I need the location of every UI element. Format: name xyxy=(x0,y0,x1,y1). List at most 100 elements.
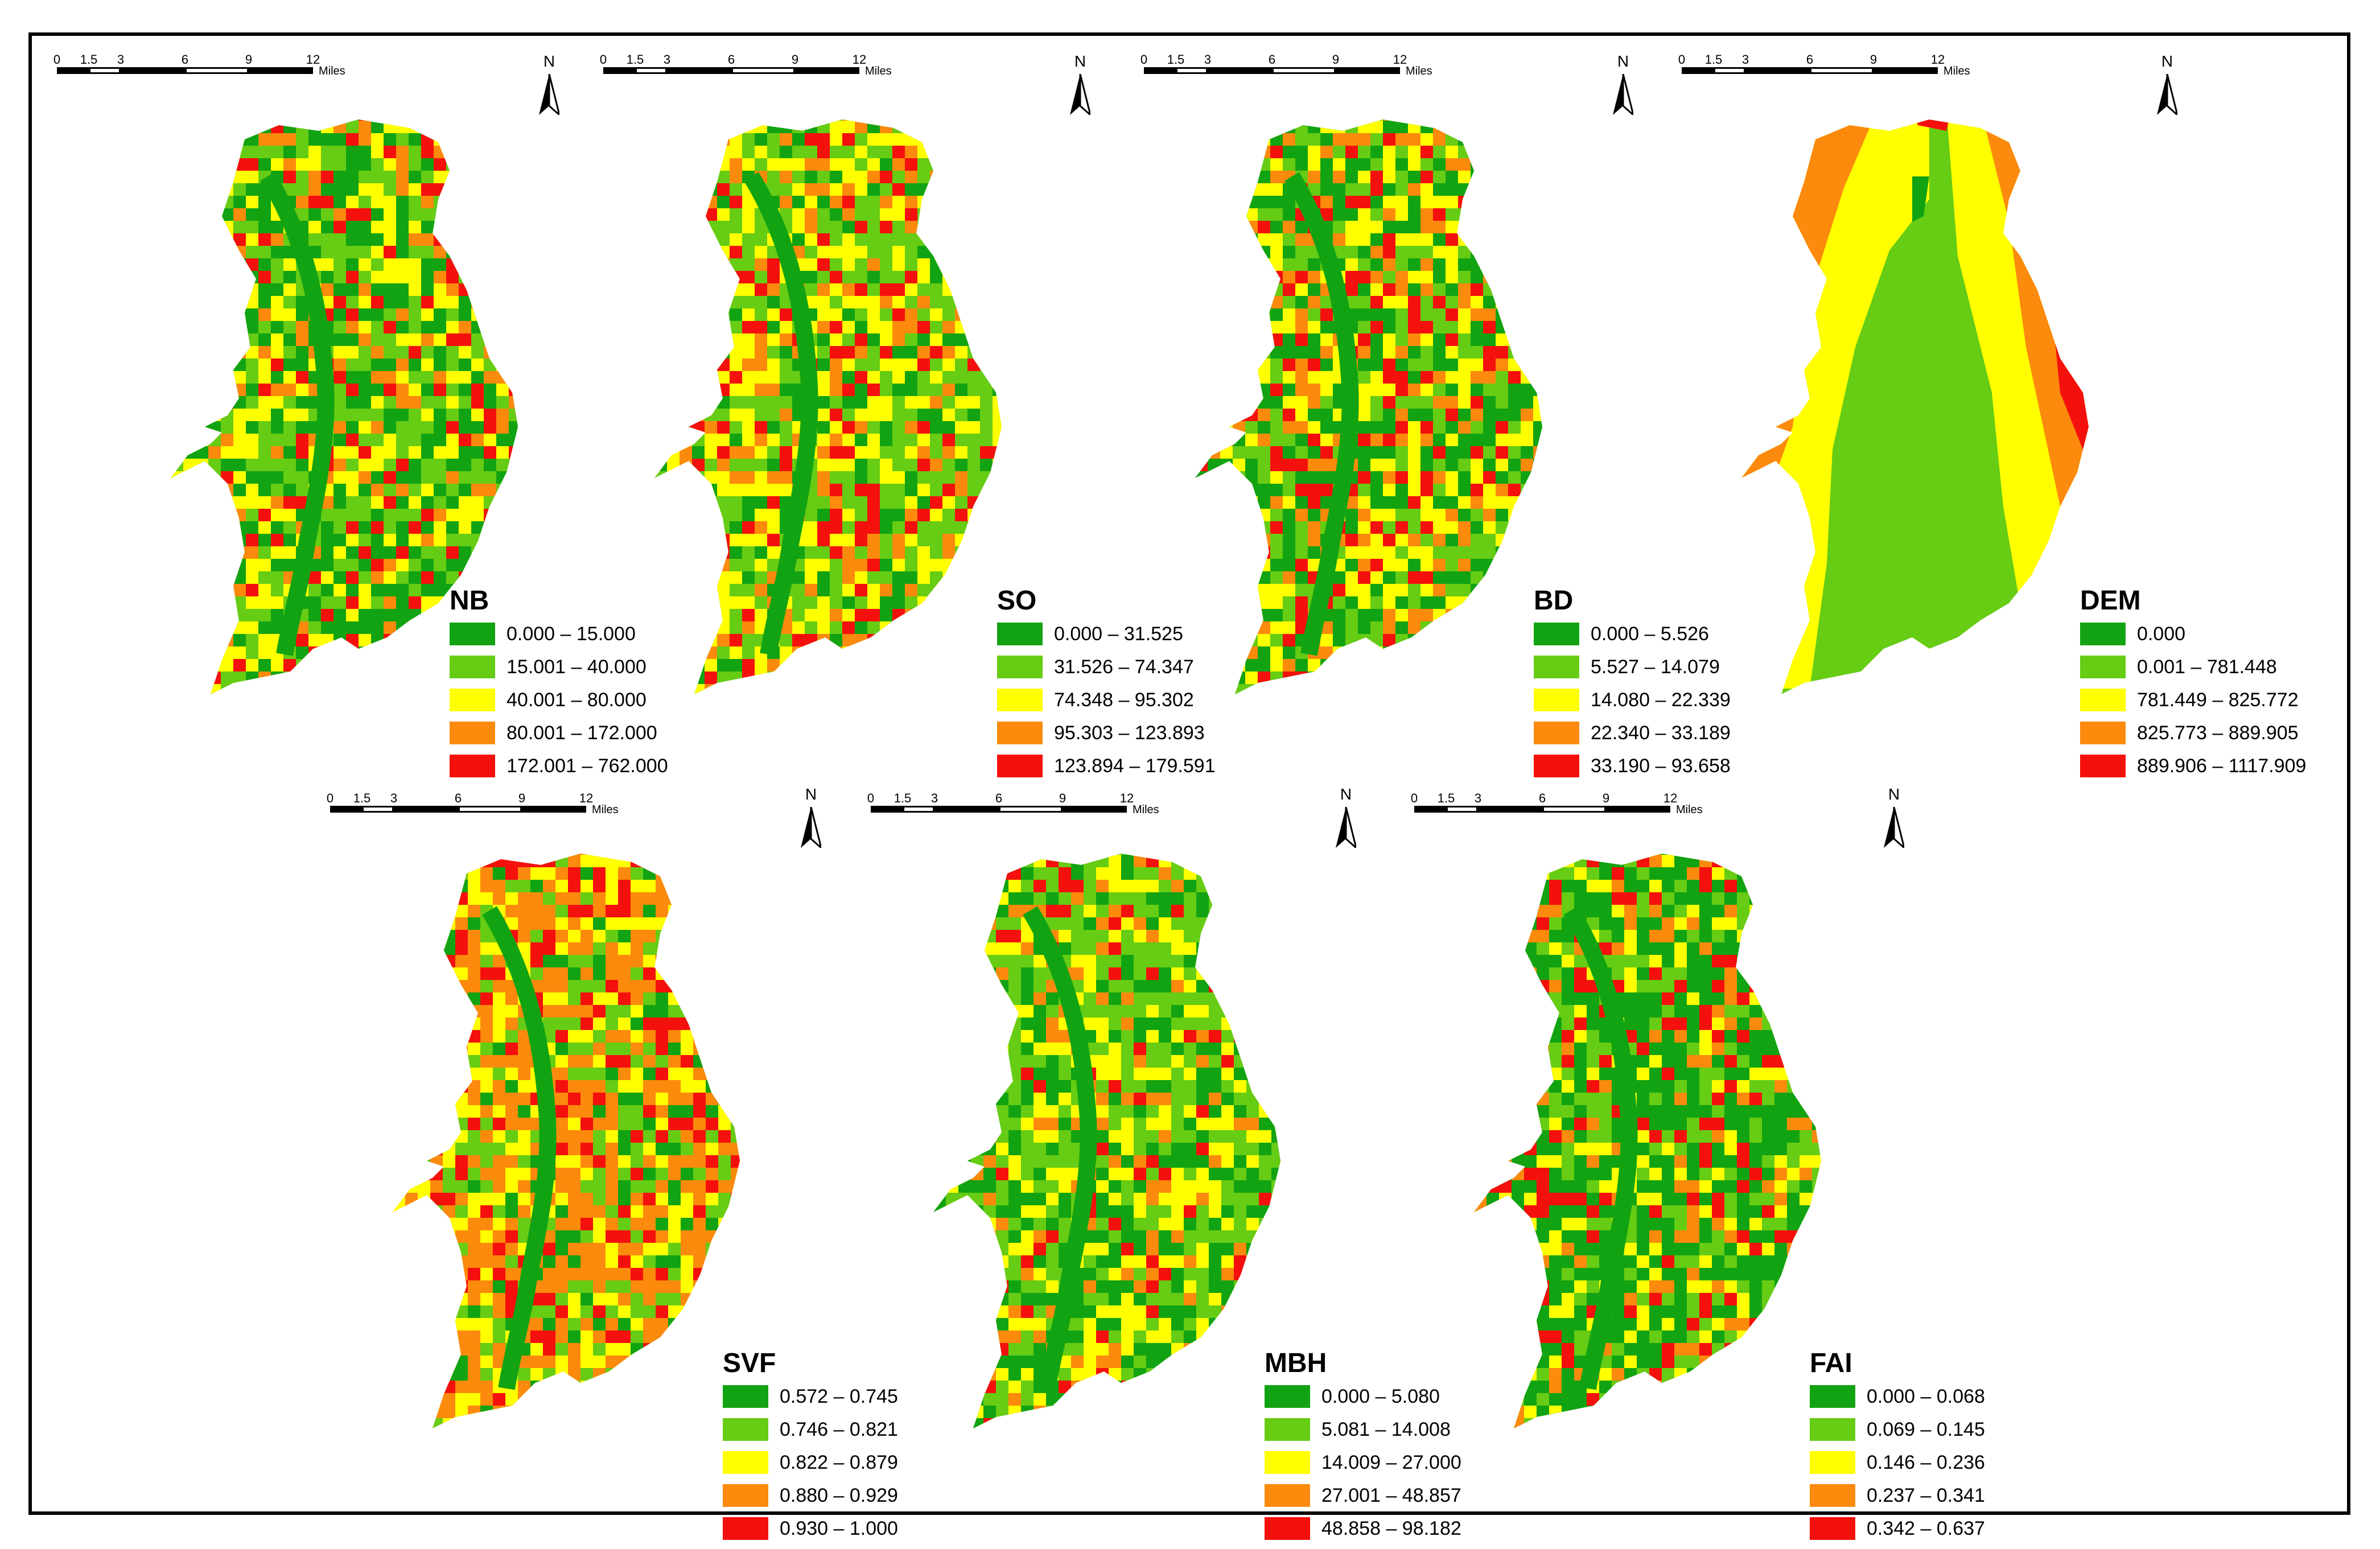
map-cell xyxy=(509,133,518,158)
map-cell xyxy=(258,258,271,271)
map-cell xyxy=(1345,246,1358,258)
map-cell xyxy=(955,271,980,283)
map-cell xyxy=(1208,559,1233,584)
map-cell xyxy=(1030,371,1043,396)
map-cell xyxy=(955,646,980,659)
map-cell xyxy=(471,196,484,221)
map-cell xyxy=(171,296,183,308)
map-cell xyxy=(1483,646,1496,659)
map-cell xyxy=(917,171,930,183)
map-cell xyxy=(221,546,233,571)
map-cell xyxy=(767,396,780,409)
map-cell xyxy=(1043,471,1055,484)
map-cell xyxy=(654,596,667,621)
map-cell xyxy=(534,258,559,283)
map-cell xyxy=(221,584,233,596)
map-cell xyxy=(196,634,208,659)
map-cell xyxy=(208,158,233,171)
map-cell xyxy=(667,196,680,208)
map-cell xyxy=(496,233,509,258)
map-cell xyxy=(1533,333,1542,346)
map-cell xyxy=(1571,421,1596,434)
map-cell xyxy=(955,409,967,421)
map-cell xyxy=(993,371,1002,396)
map-cell xyxy=(484,546,496,559)
map-cell xyxy=(1446,621,1471,634)
map-cell xyxy=(1005,146,1030,171)
map-svf xyxy=(393,854,740,1428)
map-cell xyxy=(1208,246,1233,258)
map-cell xyxy=(396,484,409,496)
map-cell xyxy=(1496,196,1508,208)
map-cell xyxy=(1043,121,1055,133)
map-cell xyxy=(509,233,518,246)
map-cell xyxy=(1043,434,1055,459)
map-cell xyxy=(717,559,730,571)
map-cell xyxy=(446,120,459,133)
map-cell xyxy=(1018,258,1043,283)
map-cell xyxy=(917,146,942,158)
map-cell xyxy=(967,146,993,171)
map-cell xyxy=(1245,534,1258,559)
map-cell xyxy=(1483,133,1508,158)
map-cell xyxy=(1195,120,1208,121)
map-cell xyxy=(1245,359,1258,384)
map-cell xyxy=(296,120,308,121)
map-cell xyxy=(509,584,518,596)
scale-units-label: Miles xyxy=(865,65,892,77)
map-cell xyxy=(546,434,571,446)
map-cell xyxy=(1433,671,1446,694)
map-cell xyxy=(830,459,842,471)
map-cell xyxy=(509,321,518,346)
map-cell xyxy=(1295,609,1308,621)
map-cell xyxy=(1005,171,1030,196)
map-cell xyxy=(1546,496,1571,509)
map-cell xyxy=(580,855,593,867)
map-cell xyxy=(1220,371,1245,396)
map-cell xyxy=(1258,371,1270,384)
map-cell xyxy=(1043,584,1055,596)
map-cell xyxy=(534,484,559,509)
map-cell xyxy=(1433,659,1458,684)
map-cell xyxy=(1521,584,1533,609)
map-cell xyxy=(654,346,667,371)
map-cell xyxy=(543,855,555,867)
map-cell xyxy=(1558,108,1571,121)
map-cell xyxy=(258,133,271,146)
map-cell xyxy=(1270,258,1283,271)
map-cell xyxy=(705,346,717,359)
map-cell xyxy=(667,384,692,409)
map-cell xyxy=(1295,421,1308,434)
map-cell xyxy=(1546,446,1571,459)
map-cell xyxy=(1245,283,1270,308)
map-cell xyxy=(559,196,584,221)
map-cell xyxy=(1420,271,1433,283)
map-cell xyxy=(1018,296,1030,321)
map-cell xyxy=(1446,346,1458,359)
map-cell xyxy=(1533,509,1542,534)
map-cell xyxy=(271,384,283,396)
map-cell xyxy=(1043,596,1068,621)
map-cell xyxy=(1258,133,1270,146)
map-cell xyxy=(1005,121,1018,133)
map-cell xyxy=(1018,484,1043,509)
map-cell xyxy=(1245,596,1258,609)
map-cell xyxy=(1018,359,1030,384)
map-cell xyxy=(1283,421,1295,434)
map-cell xyxy=(1208,659,1220,684)
map-cell xyxy=(521,434,546,459)
map-cell xyxy=(1533,471,1542,496)
map-cell xyxy=(1043,384,1068,409)
map-cell xyxy=(1571,446,1596,459)
map-cell xyxy=(855,120,880,121)
map-cell xyxy=(1018,233,1030,246)
map-cell xyxy=(521,171,534,196)
map-cell xyxy=(705,133,730,146)
map-cell xyxy=(1195,571,1220,596)
map-cell xyxy=(842,384,855,396)
map-cell xyxy=(1195,321,1208,333)
map-cell xyxy=(559,484,571,496)
scale-tick-label: 9 xyxy=(1332,52,1340,67)
map-cell xyxy=(980,596,993,621)
map-cell xyxy=(1295,283,1308,296)
